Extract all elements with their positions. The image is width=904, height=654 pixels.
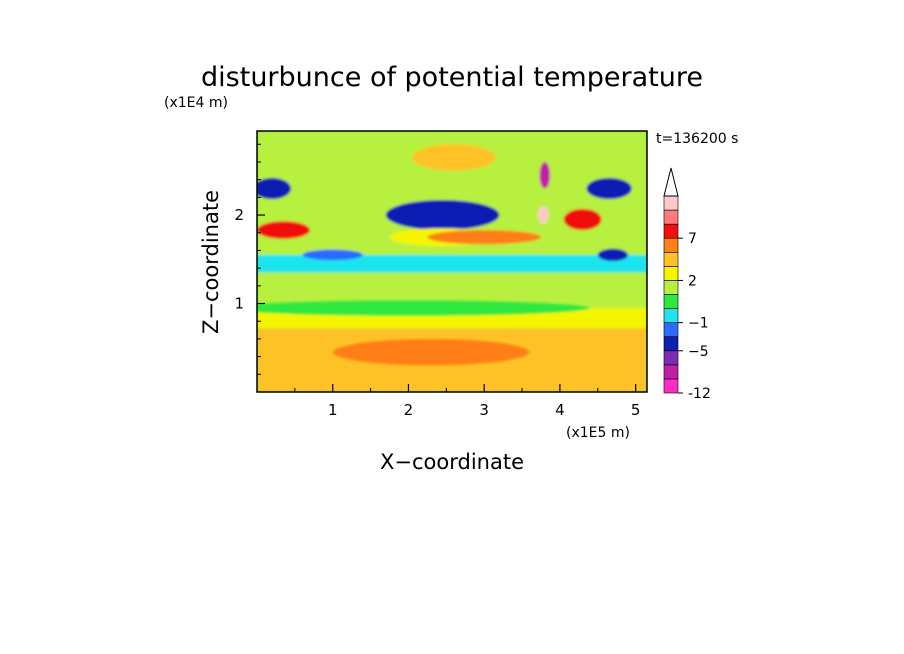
colorbar-swatch bbox=[663, 336, 679, 352]
plot-frame bbox=[256, 130, 648, 393]
colorbar-swatch bbox=[663, 350, 679, 366]
colorbar-swatch bbox=[663, 322, 679, 338]
colorbar-swatch bbox=[663, 266, 679, 281]
colorbar-swatch bbox=[663, 378, 679, 394]
field-blob bbox=[257, 177, 292, 200]
x-tick-label: 2 bbox=[404, 401, 414, 419]
x-axis-ticks: 1 2 3 4 5 bbox=[294, 384, 641, 419]
colorbar-swatch bbox=[663, 209, 679, 225]
colorbar-swatch bbox=[663, 280, 679, 295]
colorbar-tick-label: -12 bbox=[688, 386, 711, 402]
field-blob bbox=[257, 221, 311, 239]
colorbar-swatch bbox=[663, 223, 679, 239]
y-axis-ticks: 12 bbox=[234, 143, 265, 375]
field-band bbox=[257, 254, 647, 273]
colorbar-tick-label: −1 bbox=[688, 316, 709, 332]
time-label: t=136200 s bbox=[656, 131, 738, 147]
colorbar-extend-triangle bbox=[663, 167, 679, 197]
plot-area bbox=[257, 131, 647, 392]
x-axis-label: X−coordinate bbox=[380, 450, 524, 474]
colorbar: -12 −5 −1 2 7 bbox=[663, 167, 711, 402]
colorbar-tick-label: 2 bbox=[688, 273, 697, 289]
field-blob bbox=[427, 230, 541, 245]
field-blob bbox=[537, 206, 549, 224]
colorbar-swatch bbox=[663, 294, 679, 309]
y-tick-label: 2 bbox=[234, 206, 244, 224]
field-layer bbox=[257, 131, 647, 392]
colorbar-swatch bbox=[663, 251, 679, 267]
field-blob bbox=[332, 338, 530, 366]
x-tick-label: 3 bbox=[479, 401, 489, 419]
chart-title: disturbunce of potential temperature bbox=[201, 62, 703, 93]
colorbar-swatch bbox=[663, 308, 679, 323]
y-unit-label: (x1E4 m) bbox=[164, 95, 228, 111]
x-tick-label: 1 bbox=[328, 401, 338, 419]
y-tick-label: 1 bbox=[234, 295, 244, 313]
colorbar-swatch bbox=[663, 195, 679, 211]
field-blob bbox=[539, 161, 551, 189]
field-blob bbox=[412, 144, 496, 171]
x-tick-label: 5 bbox=[631, 401, 641, 419]
field-blob bbox=[597, 248, 629, 262]
field-blob bbox=[563, 208, 602, 231]
field-blob bbox=[586, 177, 632, 200]
field-blob bbox=[302, 249, 364, 261]
colorbar-tick-label: −5 bbox=[688, 344, 709, 360]
x-unit-label: (x1E5 m) bbox=[566, 425, 630, 441]
colorbar-swatch bbox=[663, 237, 679, 253]
x-tick-label: 4 bbox=[555, 401, 565, 419]
field-band bbox=[257, 381, 647, 392]
field-blob bbox=[257, 299, 591, 316]
colorbar-tick-label: 7 bbox=[688, 231, 697, 247]
y-axis-label: Z−coordinate bbox=[199, 190, 223, 334]
field-blob bbox=[385, 200, 500, 231]
colorbar-swatch bbox=[663, 364, 679, 380]
